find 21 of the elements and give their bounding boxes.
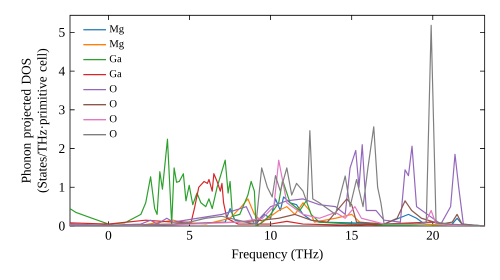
x-tick-label: 10 — [265, 230, 277, 240]
x-tick-label: 20 — [426, 230, 439, 240]
legend-label: O — [110, 130, 117, 138]
legend-label: O — [110, 115, 117, 122]
y-tick-label: 4 — [58, 66, 65, 76]
legend-label: Mg — [110, 40, 124, 50]
y-tick-label: 2 — [59, 144, 64, 153]
y-tick-label: 1 — [60, 182, 64, 192]
legend-label: O — [110, 100, 117, 108]
y-tick-label: 0 — [59, 222, 65, 230]
y-axis-title: Phonon projected DOS (States/THz·primitive cell) — [21, 48, 50, 192]
y-tick-label: 5 — [59, 28, 65, 37]
x-tick-label: 0 — [106, 230, 112, 240]
y-tick-label: 3 — [59, 105, 65, 114]
x-axis-title: Frequency (THz) — [232, 249, 323, 262]
x-tick-label: 5 — [186, 230, 192, 240]
legend-label: Ga — [110, 55, 122, 62]
legend-label: Ga — [110, 70, 122, 78]
x-tick-label: 15 — [346, 230, 358, 240]
legend-label: Mg — [110, 25, 124, 35]
legend-label: O — [110, 85, 117, 92]
